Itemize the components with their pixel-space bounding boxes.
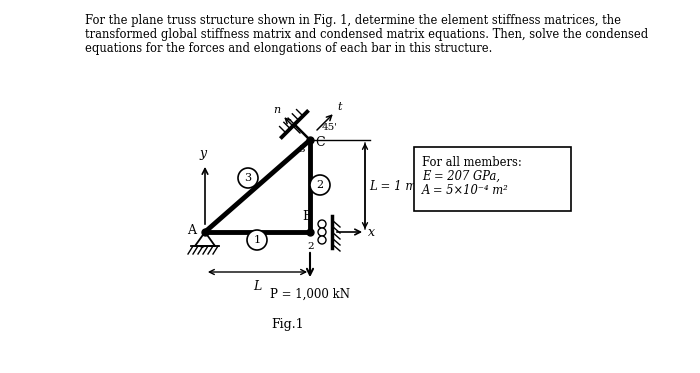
- Text: equations for the forces and elongations of each bar in this structure.: equations for the forces and elongations…: [85, 42, 492, 55]
- Text: 2: 2: [316, 180, 323, 190]
- Text: 3: 3: [298, 145, 305, 154]
- Text: L: L: [253, 280, 262, 293]
- Text: E = 207 GPa,: E = 207 GPa,: [422, 170, 500, 183]
- Text: P = 1,000 kN: P = 1,000 kN: [270, 288, 350, 301]
- Text: For the plane truss structure shown in Fig. 1, determine the element stiffness m: For the plane truss structure shown in F…: [85, 14, 621, 27]
- Text: t: t: [337, 102, 342, 112]
- Circle shape: [318, 220, 326, 228]
- Text: A: A: [187, 223, 196, 236]
- Text: 3: 3: [244, 173, 251, 183]
- Text: n: n: [274, 105, 281, 115]
- Circle shape: [238, 168, 258, 188]
- Circle shape: [310, 175, 330, 195]
- Text: B: B: [302, 210, 312, 223]
- Polygon shape: [195, 232, 215, 246]
- Text: x: x: [368, 226, 375, 239]
- Text: A = 5×10⁻⁴ m²: A = 5×10⁻⁴ m²: [422, 184, 509, 197]
- Text: L = 1 m: L = 1 m: [369, 179, 416, 192]
- Text: 1: 1: [253, 235, 260, 245]
- Text: C: C: [315, 135, 325, 148]
- Text: Fig.1: Fig.1: [271, 318, 304, 331]
- Text: 2: 2: [308, 242, 314, 251]
- Text: For all members:: For all members:: [422, 156, 522, 169]
- Circle shape: [247, 230, 267, 250]
- Text: 1: 1: [199, 241, 205, 250]
- FancyBboxPatch shape: [414, 147, 571, 211]
- Text: y: y: [199, 147, 206, 160]
- Circle shape: [318, 236, 326, 244]
- Text: transformed global stiffness matrix and condensed matrix equations. Then, solve : transformed global stiffness matrix and …: [85, 28, 648, 41]
- Circle shape: [318, 228, 326, 236]
- Text: 45': 45': [322, 123, 338, 132]
